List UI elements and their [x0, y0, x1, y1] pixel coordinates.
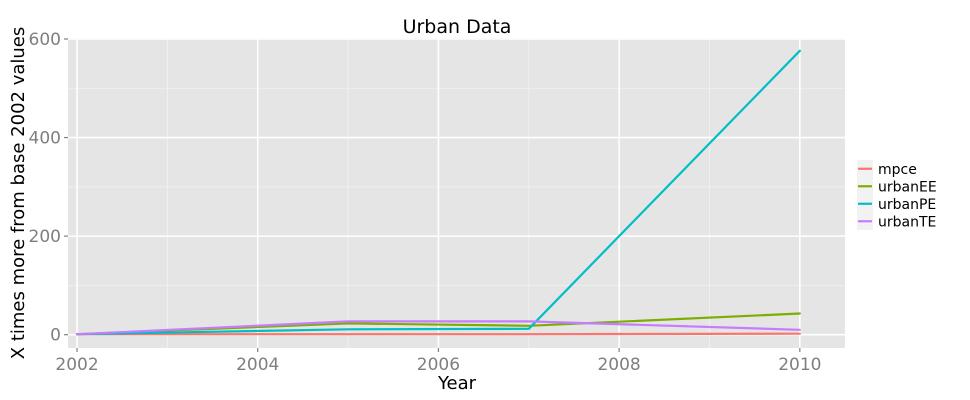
y-tick-label: 400: [29, 129, 61, 149]
x-tick-label: 2006: [417, 355, 460, 375]
y-axis-title: X times more from base 2002 values: [8, 27, 29, 359]
y-tick-label: 600: [29, 30, 61, 50]
series-line-mpce: [75, 332, 801, 336]
x-axis-ticks: 2002 2004 2006 2008 2010: [55, 348, 821, 375]
chart-title: Urban Data: [403, 16, 512, 38]
x-tick-label: 2002: [55, 355, 98, 375]
series-lines: [75, 49, 801, 336]
y-axis-ticks: 0 200 400 600: [29, 30, 68, 346]
y-tick-label: 0: [50, 326, 61, 346]
plot-panel: [68, 38, 845, 348]
legend-label-mpce: mpce: [878, 162, 917, 178]
x-tick-label: 2010: [778, 355, 821, 375]
legend-label-urbanEE: urbanEE: [878, 179, 937, 195]
series-line-urbanPE: [75, 49, 801, 336]
y-tick-label: 200: [29, 227, 61, 247]
x-tick-label: 2008: [597, 355, 640, 375]
x-axis-title: Year: [437, 373, 477, 394]
x-tick-label: 2004: [236, 355, 279, 375]
legend-label-urbanPE: urbanPE: [878, 197, 936, 213]
series-line-urbanTE: [75, 320, 801, 336]
legend-label-urbanTE: urbanTE: [878, 214, 936, 230]
legend-key-background: [857, 160, 873, 230]
